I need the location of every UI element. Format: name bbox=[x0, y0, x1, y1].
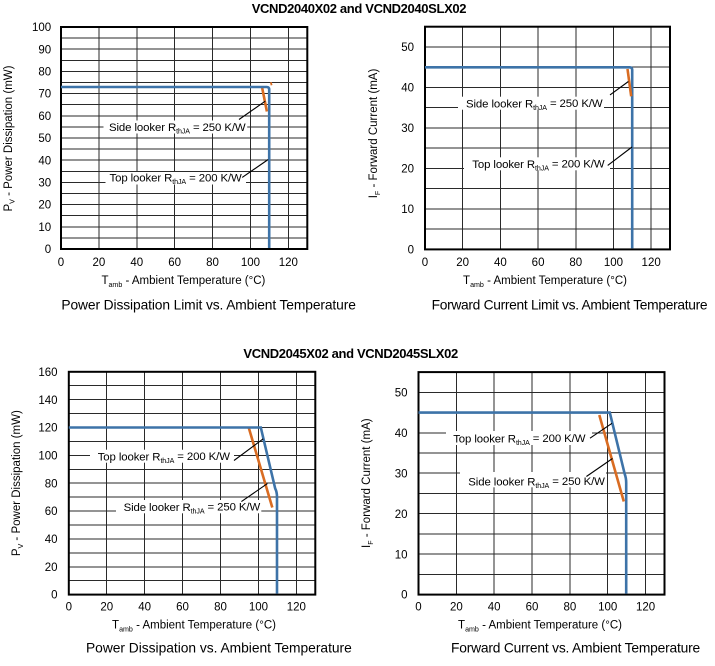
svg-text:20: 20 bbox=[456, 257, 469, 269]
svg-text:100: 100 bbox=[604, 257, 623, 269]
svg-text:40: 40 bbox=[38, 155, 51, 167]
svg-text:Top looker RthJA = 200 K/W: Top looker RthJA = 200 K/W bbox=[453, 433, 586, 447]
svg-text:80: 80 bbox=[569, 257, 582, 269]
svg-text:IF - Forward Current (mA): IF - Forward Current (mA) bbox=[361, 418, 375, 548]
svg-text:Tamb - Ambient Temperature (°C: Tamb - Ambient Temperature (°C) bbox=[458, 620, 622, 634]
svg-text:Tamb - Ambient Temperature (°C: Tamb - Ambient Temperature (°C) bbox=[112, 620, 276, 634]
svg-text:40: 40 bbox=[138, 602, 151, 614]
svg-text:60: 60 bbox=[168, 257, 181, 269]
svg-text:0: 0 bbox=[45, 244, 51, 256]
svg-text:0: 0 bbox=[51, 590, 57, 602]
svg-text:20: 20 bbox=[38, 200, 51, 212]
svg-text:30: 30 bbox=[38, 178, 51, 190]
svg-text:70: 70 bbox=[38, 89, 51, 101]
svg-text:Forward Current Limit vs. Ambi: Forward Current Limit vs. Ambient Temper… bbox=[432, 298, 708, 313]
svg-text:120: 120 bbox=[642, 257, 661, 269]
svg-text:10: 10 bbox=[395, 549, 408, 561]
svg-text:20: 20 bbox=[450, 602, 463, 614]
svg-text:60: 60 bbox=[38, 111, 51, 123]
svg-text:VCND2040X02 and VCND2040SLX02: VCND2040X02 and VCND2040SLX02 bbox=[252, 1, 467, 16]
svg-text:20: 20 bbox=[92, 257, 105, 269]
svg-text:80: 80 bbox=[206, 257, 219, 269]
svg-text:50: 50 bbox=[38, 133, 51, 145]
svg-text:Top looker RthJA = 200 K/W: Top looker RthJA = 200 K/W bbox=[110, 172, 243, 186]
svg-text:120: 120 bbox=[636, 602, 655, 614]
svg-text:0: 0 bbox=[58, 257, 64, 269]
svg-text:100: 100 bbox=[598, 602, 617, 614]
svg-text:100: 100 bbox=[38, 450, 57, 462]
svg-text:20: 20 bbox=[100, 602, 113, 614]
svg-text:0: 0 bbox=[66, 602, 72, 614]
svg-text:Side looker RthJA = 250 K/W: Side looker RthJA = 250 K/W bbox=[468, 476, 605, 490]
svg-text:Top looker RthJA = 200 K/W: Top looker RthJA = 200 K/W bbox=[98, 451, 231, 465]
svg-text:60: 60 bbox=[176, 602, 189, 614]
svg-text:10: 10 bbox=[401, 204, 414, 216]
svg-text:Side looker RthJA = 250 K/W: Side looker RthJA = 250 K/W bbox=[109, 122, 246, 136]
svg-text:0: 0 bbox=[415, 602, 421, 614]
svg-text:40: 40 bbox=[494, 257, 507, 269]
svg-text:0: 0 bbox=[422, 257, 428, 269]
svg-text:Power Dissipation vs. Ambient: Power Dissipation vs. Ambient Temperatur… bbox=[86, 640, 352, 655]
svg-text:30: 30 bbox=[401, 123, 414, 135]
svg-text:50: 50 bbox=[395, 387, 408, 399]
svg-text:40: 40 bbox=[401, 83, 414, 95]
svg-text:100: 100 bbox=[241, 257, 260, 269]
svg-text:VCND2045X02 and VCND2045SLX02: VCND2045X02 and VCND2045SLX02 bbox=[243, 346, 458, 361]
svg-text:80: 80 bbox=[38, 67, 51, 79]
svg-text:Side looker RthJA = 250 K/W: Side looker RthJA = 250 K/W bbox=[124, 502, 261, 516]
svg-text:PV - Power Dissipation (mW): PV - Power Dissipation (mW) bbox=[3, 65, 17, 211]
svg-text:30: 30 bbox=[395, 468, 408, 480]
svg-text:60: 60 bbox=[532, 257, 545, 269]
svg-text:160: 160 bbox=[38, 367, 57, 379]
svg-text:80: 80 bbox=[214, 602, 227, 614]
svg-text:Forward Current vs. Ambient Te: Forward Current vs. Ambient Temperature bbox=[451, 640, 701, 655]
svg-text:120: 120 bbox=[287, 602, 306, 614]
svg-text:0: 0 bbox=[401, 590, 407, 602]
svg-text:Power Dissipation Limit vs. Am: Power Dissipation Limit vs. Ambient Temp… bbox=[61, 298, 356, 313]
svg-text:80: 80 bbox=[563, 602, 576, 614]
svg-text:90: 90 bbox=[38, 44, 51, 56]
svg-text:60: 60 bbox=[45, 506, 58, 518]
svg-text:100: 100 bbox=[249, 602, 268, 614]
svg-text:20: 20 bbox=[45, 562, 58, 574]
svg-text:20: 20 bbox=[395, 509, 408, 521]
svg-text:100: 100 bbox=[32, 22, 51, 34]
svg-text:0: 0 bbox=[408, 245, 414, 257]
svg-text:Tamb - Ambient Temperature (°C: Tamb - Ambient Temperature (°C) bbox=[101, 275, 265, 289]
svg-text:Top looker RthJA = 200 K/W: Top looker RthJA = 200 K/W bbox=[472, 159, 605, 173]
svg-text:50: 50 bbox=[401, 42, 414, 54]
svg-text:Side looker RthJA = 250 K/W: Side looker RthJA = 250 K/W bbox=[466, 98, 603, 112]
svg-text:120: 120 bbox=[38, 423, 57, 435]
svg-text:Tamb - Ambient Temperature (°C: Tamb - Ambient Temperature (°C) bbox=[463, 275, 627, 289]
svg-text:40: 40 bbox=[488, 602, 501, 614]
svg-text:120: 120 bbox=[279, 257, 298, 269]
svg-text:40: 40 bbox=[130, 257, 143, 269]
svg-text:60: 60 bbox=[526, 602, 539, 614]
svg-text:PV - Power Dissipation (mW): PV - Power Dissipation (mW) bbox=[11, 410, 25, 556]
svg-text:IF - Forward Current (mA): IF - Forward Current (mA) bbox=[368, 69, 382, 199]
svg-text:40: 40 bbox=[395, 428, 408, 440]
svg-text:40: 40 bbox=[45, 534, 58, 546]
svg-text:10: 10 bbox=[38, 222, 51, 234]
svg-text:80: 80 bbox=[45, 478, 58, 490]
svg-text:140: 140 bbox=[38, 395, 57, 407]
svg-text:20: 20 bbox=[401, 164, 414, 176]
